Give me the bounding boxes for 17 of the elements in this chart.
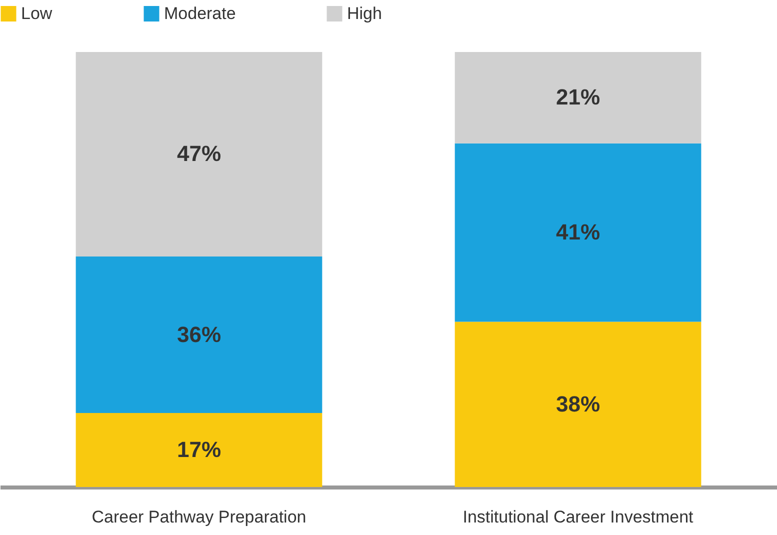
data-label: 17% [176, 437, 222, 462]
data-label: 41% [556, 220, 600, 245]
legend-label: Low [21, 4, 53, 23]
bar [76, 52, 322, 256]
data-label: 38% [556, 391, 600, 416]
bar [454, 52, 702, 144]
legend-label: Moderate [164, 4, 236, 23]
bar [76, 256, 322, 414]
data-label: 36% [176, 322, 222, 347]
x-tick-label: Institutional Career Investment [462, 508, 694, 526]
legend-label: High [347, 4, 382, 23]
data-label: 21% [556, 84, 600, 110]
bar [454, 143, 702, 322]
bar [76, 413, 322, 487]
data-label: 47% [176, 141, 222, 166]
x-tick-label: Career Pathway Preparation [92, 508, 306, 526]
bar [454, 322, 702, 487]
